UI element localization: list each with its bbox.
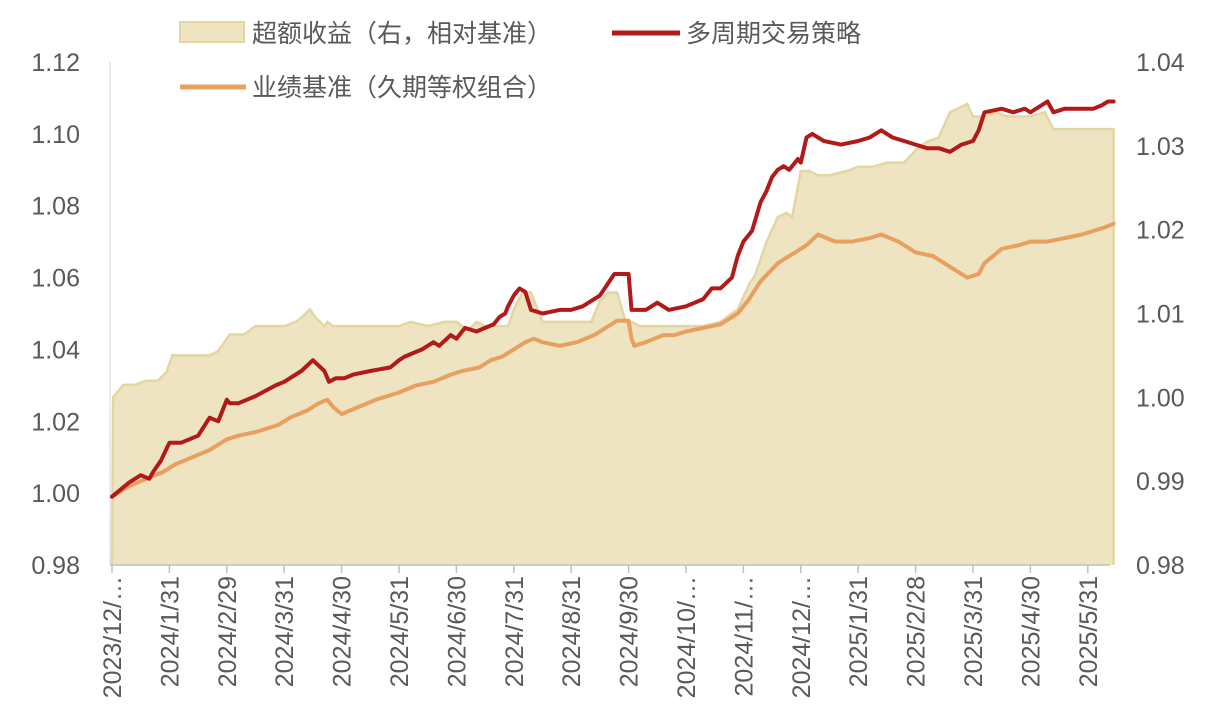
x-tick-label: 2025/3/31: [960, 576, 988, 687]
excess-return-area: [110, 102, 1115, 566]
x-tick-label: 2024/10/…: [673, 576, 701, 698]
x-tick-label: 2024/11/…: [730, 576, 758, 696]
right-tick-label: 1.00: [1136, 384, 1185, 412]
x-tick-label: 2024/8/31: [558, 576, 586, 687]
x-tick-label: 2024/4/30: [329, 576, 357, 687]
x-tick-label: 2024/6/30: [443, 576, 471, 687]
legend-excess-label: 超额收益（右，相对基准）: [252, 19, 552, 48]
series-excess-outline: [110, 102, 1115, 566]
x-tick-label: 2024/9/30: [616, 576, 644, 687]
x-tick-label: 2024/1/31: [156, 576, 184, 687]
left-tick-label: 1.10: [31, 121, 80, 149]
right-tick-label: 1.02: [1136, 217, 1185, 245]
left-tick-label: 1.04: [31, 336, 80, 364]
right-axis-ticks: 0.98 0.99 1.00 1.01 1.02 1.03 1.04: [1136, 49, 1185, 580]
left-tick-label: 1.08: [31, 193, 80, 221]
left-tick-label: 1.02: [31, 408, 80, 436]
series-lines: [110, 99, 1116, 499]
left-tick-label: 1.06: [31, 265, 80, 293]
x-tick-label: 2024/12/…: [788, 576, 816, 698]
right-tick-label: 1.04: [1136, 49, 1185, 77]
right-tick-label: 0.99: [1136, 468, 1185, 496]
x-tick-label: 2023/12/…: [99, 576, 127, 698]
right-tick-label: 0.98: [1136, 552, 1185, 580]
series-benchmark-line: [110, 221, 1116, 499]
legend-strategy-label: 多周期交易策略: [686, 19, 861, 48]
x-tick-label: 2025/2/28: [903, 576, 931, 687]
left-tick-label: 0.98: [31, 552, 80, 580]
legend-benchmark-label: 业绩基准（久期等权组合）: [252, 73, 552, 102]
right-tick-label: 1.01: [1136, 301, 1185, 329]
x-axis-ticks: 2023/12/… 2024/1/31 2024/2/29 2024/3/31 2024…: [99, 576, 1103, 698]
legend-excess-swatch: [179, 21, 245, 43]
x-tick-label: 2025/1/31: [845, 576, 873, 687]
x-tick-label: 2024/3/31: [271, 576, 299, 687]
axes: [109, 62, 1110, 573]
series-excess-area: [112, 103, 1114, 566]
x-tick-label: 2024/2/29: [214, 576, 242, 687]
right-tick-label: 1.03: [1136, 133, 1185, 161]
left-axis-ticks: 0.98 1.00 1.02 1.04 1.06 1.08 1.10 1.12: [31, 49, 80, 580]
x-tick-label: 2024/7/31: [501, 576, 529, 687]
series-strategy-line: [110, 99, 1116, 499]
x-tick-label: 2025/5/31: [1075, 576, 1103, 687]
x-tick-label: 2025/4/30: [1017, 576, 1045, 687]
legend: 超额收益（右，相对基准） 多周期交易策略 业绩基准（久期等权组合）: [179, 19, 861, 102]
x-tick-label: 2024/5/31: [386, 576, 414, 687]
left-tick-label: 1.00: [31, 480, 80, 508]
left-tick-label: 1.12: [31, 49, 80, 77]
